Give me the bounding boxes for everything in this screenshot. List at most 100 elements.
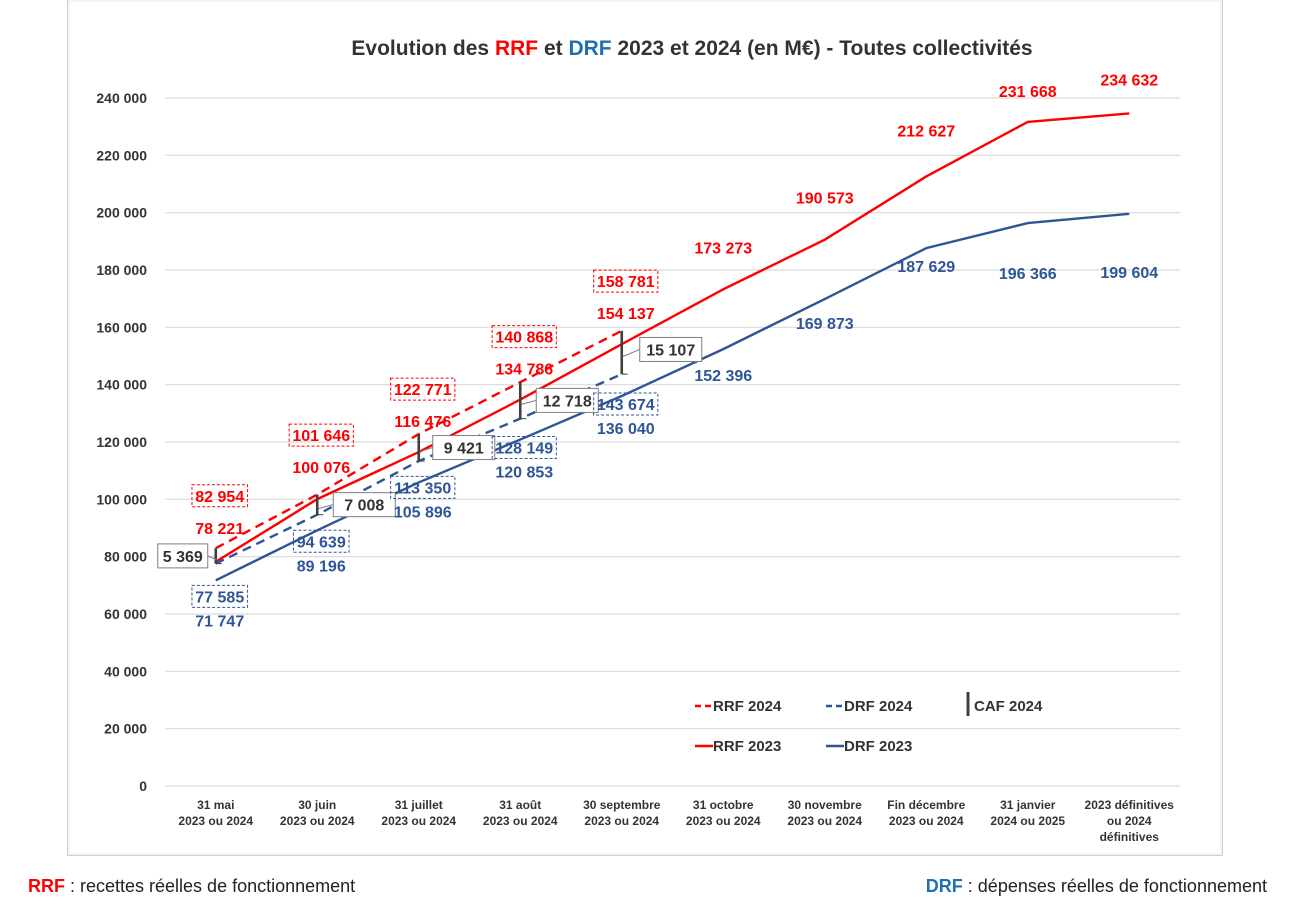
drf-2023-label: 196 366 (999, 266, 1057, 283)
x-tick-label-line: 31 janvier (1000, 798, 1056, 812)
caf-callout-box (157, 543, 209, 569)
rrf-2024-label: 82 954 (195, 489, 244, 506)
title-part: et (538, 37, 568, 60)
y-axis: 0 20 000 40 000 60 000 80 000 100 000 120 000 1… (96, 90, 147, 794)
drf-2023-label: 89 196 (297, 558, 346, 575)
rrf-2024-label-box (491, 325, 557, 349)
x-tick-label-line: 2023 ou 2024 (483, 814, 558, 828)
rrf-2024-label: 122 771 (394, 382, 452, 399)
y-tick-label: 220 000 (96, 147, 147, 163)
drf-2024-label-box (390, 475, 456, 499)
y-tick-label: 140 000 (96, 377, 147, 393)
drf-2024-label-box (593, 392, 659, 416)
footer-rrf-text: : recettes réelles de fonctionnement (65, 876, 356, 896)
footer-drf-definition: DRF : dépenses réelles de fonctionnement (926, 876, 1267, 897)
y-tick-label: 80 000 (104, 549, 147, 565)
drf-2023-label: 152 396 (694, 368, 752, 385)
caf-callout-box (535, 387, 599, 413)
legend-label: RRF 2023 (713, 738, 781, 755)
y-tick-label: 100 000 (96, 491, 147, 507)
y-tick-label: 180 000 (96, 262, 147, 278)
x-tick-label: 31 mai 2023 ou 2024 (178, 798, 253, 828)
x-tick-label-line: Fin décembre (887, 798, 965, 812)
x-tick-label: 30 juin 2023 ou 2024 (280, 798, 355, 828)
rrf-2023-label: 212 627 (897, 123, 955, 140)
x-tick-label-line: 30 septembre (583, 798, 661, 812)
y-tick-label: 20 000 (104, 721, 147, 737)
caf-markers: 5 369 7 008 9 421 12 718 15 107 (157, 330, 703, 569)
drf-2024-label-box (292, 529, 350, 553)
rrf-2023-label: 234 632 (1100, 72, 1158, 89)
rrf-2024-label-box (288, 423, 354, 447)
footer-rrf-abbr: RRF (28, 876, 65, 896)
x-tick-label-line: 2023 ou 2024 (889, 814, 964, 828)
legend-label: DRF 2024 (844, 698, 913, 715)
series-line-rrf-2023 (215, 112, 1130, 563)
y-tick-label: 60 000 (104, 606, 147, 622)
title-part: RRF (495, 37, 538, 60)
drf-2023-label: 71 747 (195, 613, 244, 630)
legend: RRF 2024 DRF 2024 CAF 2024 RRF 2023 DRF 2023 (695, 692, 1043, 755)
y-tick-label: 120 000 (96, 434, 147, 450)
footer-drf-abbr: DRF (925, 876, 963, 896)
rrf-2023-label: 231 668 (999, 84, 1057, 101)
caf-label: 9 421 (444, 441, 484, 458)
drf-2024-label-box (191, 584, 249, 608)
rrf-2024-label-box (593, 269, 659, 293)
y-tick-label: 160 000 (96, 319, 147, 335)
x-tick-label-line: 2024 ou 2025 (990, 814, 1065, 828)
x-tick-label-line: 2023 ou 2024 (280, 814, 355, 828)
drf-2024-label: 113 350 (394, 480, 451, 497)
rrf-2024-label: 140 868 (495, 330, 553, 347)
x-tick-label: Fin décembre 2023 ou 2024 (887, 798, 965, 828)
rrf-2023-label: 78 221 (195, 521, 244, 538)
x-tick-label-line: 2023 ou 2024 (178, 814, 253, 828)
y-tick-label: 0 (139, 778, 147, 794)
x-tick-label-line: 2023 ou 2024 (381, 814, 456, 828)
rrf-2023-label: 134 786 (495, 362, 553, 379)
x-tick-label-line: définitives (1100, 830, 1160, 844)
caf-label: 5 369 (163, 549, 203, 566)
drf-2023-label: 169 873 (796, 316, 854, 333)
x-tick-label: 30 septembre 2023 ou 2024 (583, 798, 661, 828)
x-tick-label-line: ou 2024 (1107, 814, 1152, 828)
legend-label: RRF 2024 (713, 698, 782, 715)
rrf-2024-label: 158 781 (597, 274, 655, 291)
title-part: 2023 et 2024 (en M€) - Toutes collectivi… (612, 37, 1033, 60)
y-tick-label: 200 000 (96, 205, 147, 221)
caf-leader (318, 504, 334, 510)
caf-label: 15 107 (646, 342, 695, 359)
drf-2024-label: 128 149 (495, 441, 553, 458)
x-tick-label-line: 30 juin (298, 798, 336, 812)
footer-rrf-definition: RRF : recettes réelles de fonctionnement (28, 876, 355, 897)
x-tick-label-line: 2023 ou 2024 (584, 814, 659, 828)
chart-title: Evolution des RRF et DRF 2023 et 2024 (e… (351, 37, 1032, 60)
x-tick-label: 31 août 2023 ou 2024 (483, 798, 558, 828)
legend-label: DRF 2023 (844, 738, 912, 755)
caf-leader (622, 349, 640, 357)
rrf-2023-label: 173 273 (694, 240, 752, 257)
rrf-2024-label: 101 646 (292, 428, 350, 445)
x-tick-label: 31 janvier 2024 ou 2025 (990, 798, 1065, 828)
x-tick-label: 2023 définitives ou 2024 définitives (1085, 798, 1175, 844)
x-tick-label-line: 30 novembre (788, 798, 862, 812)
drf-2023-label: 187 629 (897, 259, 955, 276)
caf-leader (419, 447, 433, 453)
rrf-2024-label-box (191, 484, 249, 508)
chart-frame (67, 0, 1223, 856)
drf-2023-label: 105 896 (394, 504, 452, 521)
gridlines (165, 97, 1180, 787)
legend-label: CAF 2024 (974, 698, 1043, 715)
x-tick-label-line: 31 août (499, 798, 541, 812)
drf-2024-label: 143 674 (597, 397, 655, 414)
rrf-2024-label-box (390, 377, 456, 401)
x-tick-label-line: 2023 ou 2024 (686, 814, 761, 828)
rrf-2023-label: 116 476 (394, 414, 451, 431)
x-tick-label: 31 octobre 2023 ou 2024 (686, 798, 761, 828)
chart: Evolution des RRF et DRF 2023 et 2024 (e… (96, 37, 1180, 844)
drf-2024-label: 77 585 (195, 589, 244, 606)
x-tick-label-line: 2023 définitives (1085, 798, 1175, 812)
y-tick-label: 40 000 (104, 663, 147, 679)
rrf-2023-label: 190 573 (796, 191, 854, 208)
